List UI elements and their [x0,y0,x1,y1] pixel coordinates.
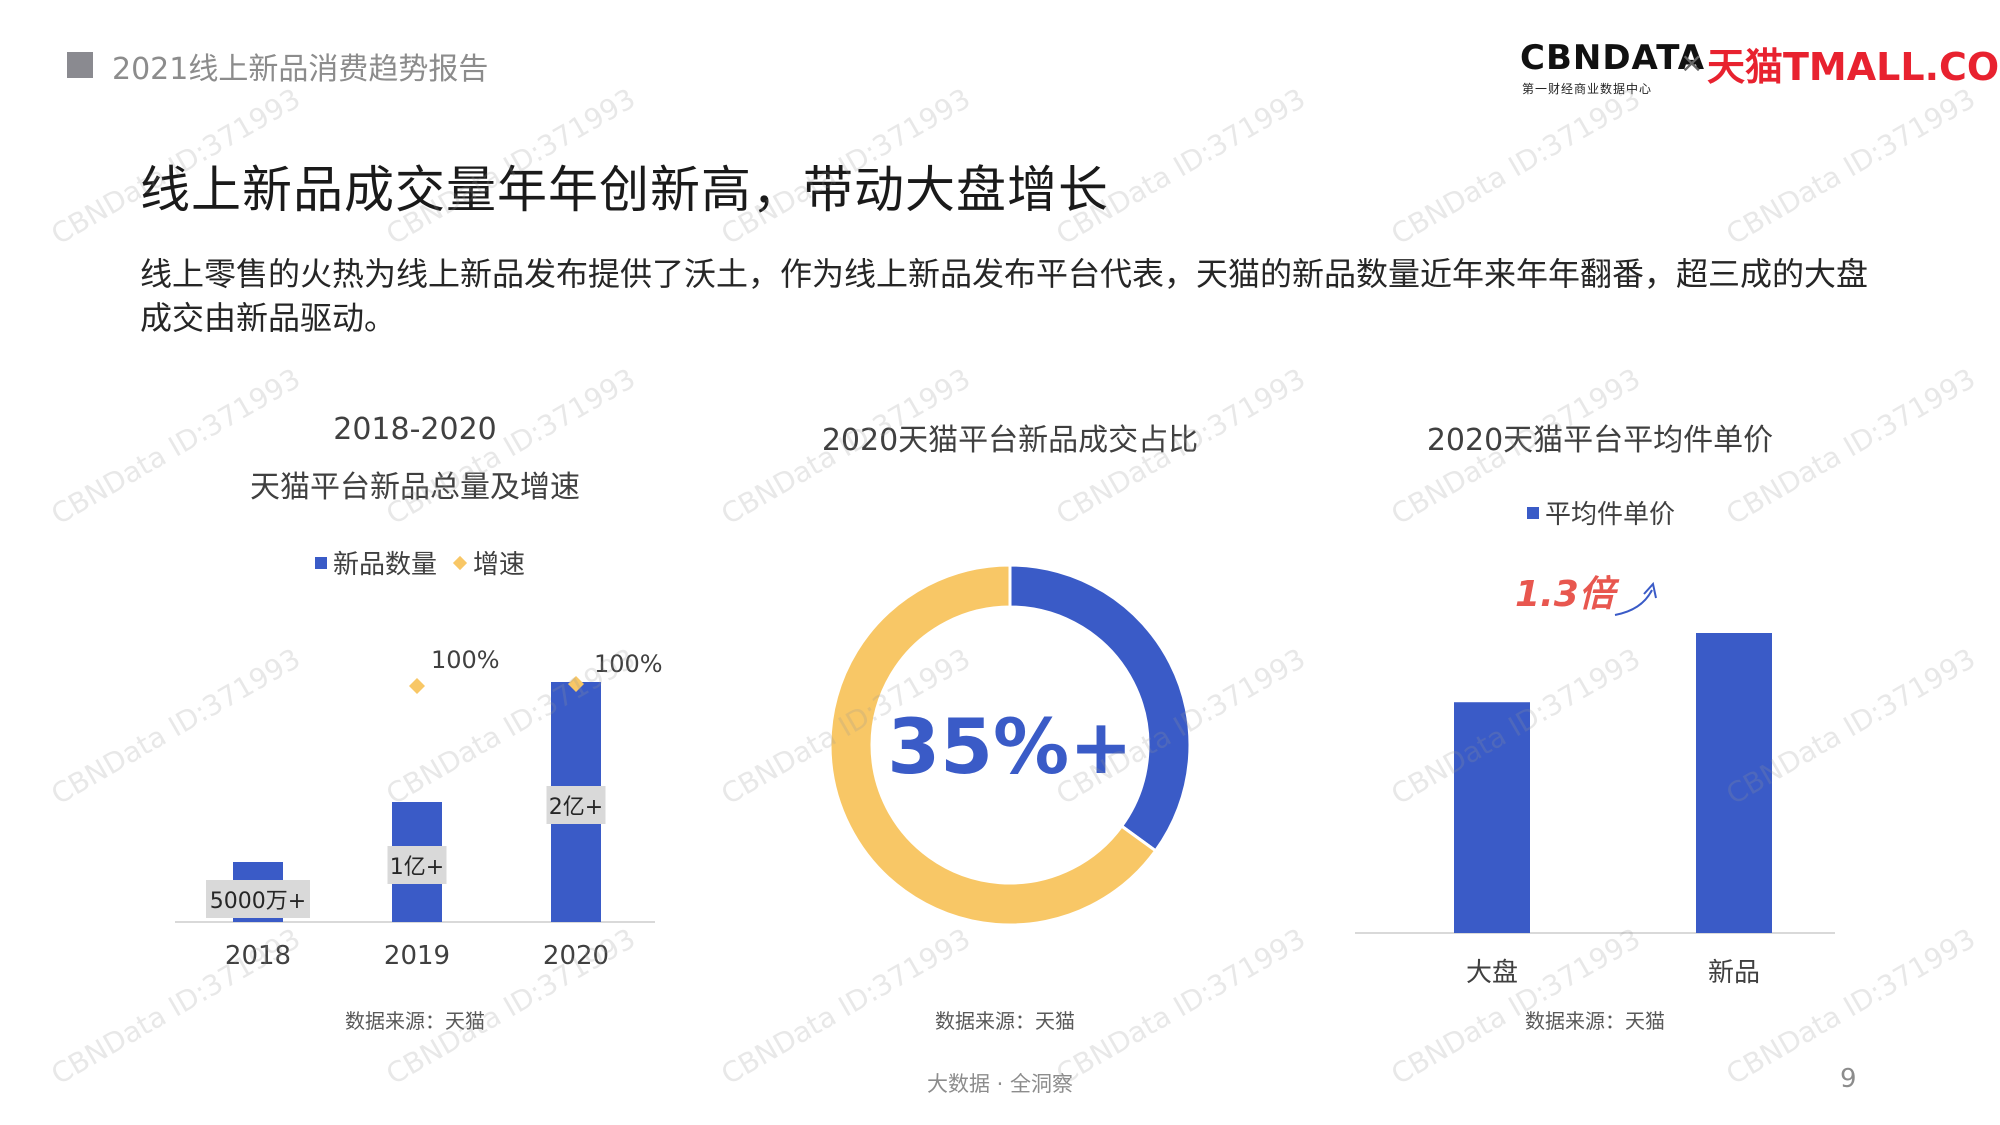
chart3-x-tick: 大盘 [1466,958,1518,988]
page-title: 线上新品成交量年年创新高，带动大盘增长 [140,161,1109,219]
chart1-title-line1: 2018-2020 [333,412,497,447]
tmall-logo: 天猫TMALL.COM [1707,45,2000,89]
chart1-data-label: 2亿+ [549,795,603,820]
chart1-svg: 5000万+ 2018 1亿+ 2019 2亿+ 2020 100% 100% [175,646,663,971]
chart2-slice-1 [828,563,1158,927]
legend-bar-swatch [1527,506,1539,519]
chart1-growth-marker [568,676,584,692]
legend-diamond-swatch [452,555,468,570]
chart1-data-label-box [206,880,310,918]
chart3-annotation-arrow [1614,589,1653,616]
cbndata-logo-subtitle: 第一财经商业数据中心 [1522,82,1653,96]
chart3-bar-大盘 [1454,702,1530,933]
watermark-text: CBNData ID:371993 [1720,81,1981,252]
chart1-growth-marker [409,678,425,694]
watermark-text: CBNData ID:371993 [1385,81,1646,252]
logo-separator: × [1680,46,1704,79]
chart3-legend-label: 平均件单价 [1545,500,1676,530]
legend-bar-swatch [315,556,327,569]
chart1-title-line2: 天猫平台新品总量及增速 [250,470,580,505]
chart1-data-label: 5000万+ [210,889,306,914]
chart2-svg: 35%+ [828,563,1192,927]
intro-paragraph: 线上零售的火热为线上新品发布提供了沃土，作为线上新品发布平台代表，天猫的新品数量… [140,255,1869,337]
chart1-x-tick: 2019 [384,941,450,971]
cbndata-logo: CBNDATA [1520,38,1706,78]
chart3-svg: 大盘 新品 1.3倍 [1355,574,1835,988]
chart3-title: 2020天猫平台平均件单价 [1426,423,1774,458]
chart1-data-label: 1亿+ [390,855,444,880]
chart2-source: 数据来源：天猫 [935,1009,1075,1033]
chart3-annotation: 1.3倍 [1515,574,1620,615]
chart1-legend-count: 新品数量 [333,550,438,580]
report-title: 2021线上新品消费趋势报告 [112,52,489,87]
chart2-center-label: 35%+ [887,702,1133,791]
chart1-legend-growth: 增速 [473,550,526,580]
chart1-data-label-box [387,846,447,884]
chart3-arrow-head-icon [1643,581,1657,599]
chart1-source: 数据来源：天猫 [345,1009,485,1033]
chart1-legend: 新品数量 增速 [315,544,525,581]
partner-logos: CBNDATA 第一财经商业数据中心 × 天猫TMALL.COM [1520,38,2000,98]
chart3-bar-新品 [1696,633,1772,933]
chart1-growth-label: 100% [431,646,500,674]
chart1-x-tick: 2020 [543,941,609,971]
chart1-x-tick: 2018 [225,941,291,971]
chart1-growth-label: 100% [594,650,663,678]
header-square-icon [67,52,93,78]
page-number: 9 [1840,1064,1857,1094]
chart1-data-label-box [546,786,606,824]
chart3-legend: 平均件单价 [1527,494,1675,531]
footer-tagline: 大数据 · 全洞察 [926,1072,1074,1096]
chart2-title: 2020天猫平台新品成交占比 [821,423,1199,458]
chart3-x-tick: 新品 [1708,958,1760,988]
chart3-source: 数据来源：天猫 [1525,1009,1665,1033]
